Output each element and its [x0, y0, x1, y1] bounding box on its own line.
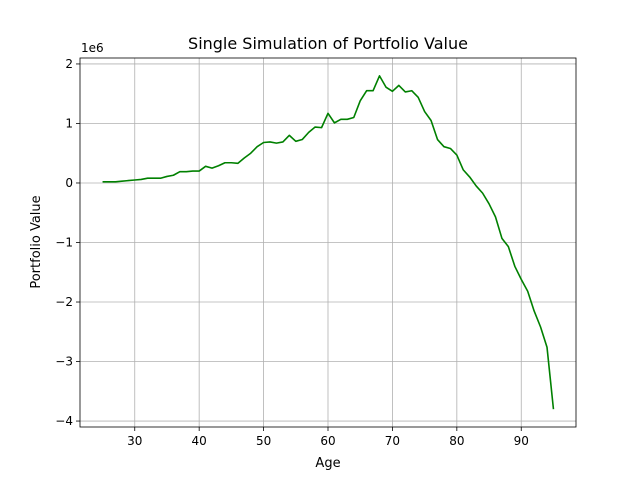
- y-axis-offset-label: 1e6: [81, 41, 104, 55]
- y-tick-label-4: 0: [65, 176, 73, 190]
- series-line: [102, 75, 555, 410]
- x-tick-label-4: 70: [385, 434, 400, 448]
- x-axis-label: Age: [315, 456, 340, 471]
- x-tick-label-5: 80: [449, 434, 464, 448]
- y-tick-label-3: −1: [55, 236, 73, 250]
- x-tick-label-6: 90: [514, 434, 529, 448]
- y-tick-label-0: −4: [55, 414, 73, 428]
- y-tick-label-6: 2: [65, 57, 73, 71]
- y-tick-label-5: 1: [65, 116, 73, 130]
- y-axis-label: Portfolio Value: [29, 195, 44, 288]
- x-tick-label-0: 30: [127, 434, 142, 448]
- chart-title: Single Simulation of Portfolio Value: [188, 34, 468, 53]
- grid: [80, 58, 576, 427]
- y-tick-label-1: −3: [55, 355, 73, 369]
- x-axis-ticks: 30 40 50 60 70 80 90: [127, 427, 529, 448]
- y-tick-label-2: −2: [55, 295, 73, 309]
- x-tick-label-1: 40: [192, 434, 207, 448]
- x-tick-label-3: 60: [320, 434, 335, 448]
- y-axis-ticks: −4 −3 −2 −1 0 1 2: [55, 57, 80, 428]
- x-tick-label-2: 50: [256, 434, 271, 448]
